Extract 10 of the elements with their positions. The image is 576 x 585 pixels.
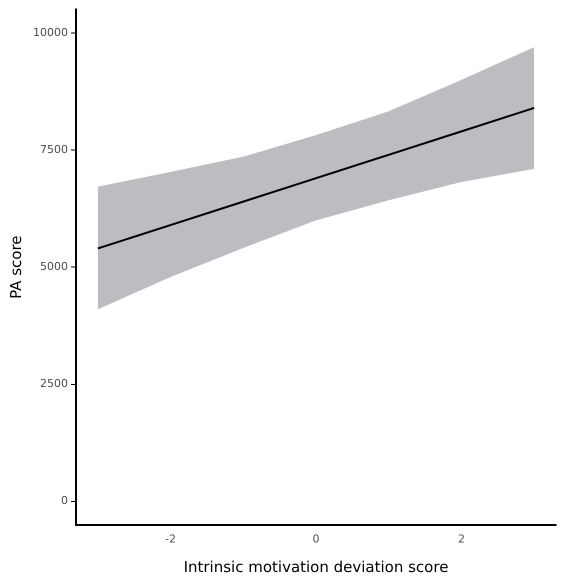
x-tick-label: -2 — [165, 532, 176, 546]
x-tick-label: 0 — [312, 532, 320, 546]
y-tick-label: 5000 — [40, 260, 68, 274]
y-tick-label: 10000 — [32, 26, 68, 39]
x-axis-title: Intrinsic motivation deviation score — [184, 558, 448, 576]
y-axis-title: PA score — [6, 235, 25, 299]
y-tick-label: 2500 — [40, 377, 68, 390]
y-tick-label: 7500 — [40, 142, 68, 156]
x-tick-label: 2 — [458, 532, 465, 546]
y-tick-label: 0 — [60, 494, 68, 508]
